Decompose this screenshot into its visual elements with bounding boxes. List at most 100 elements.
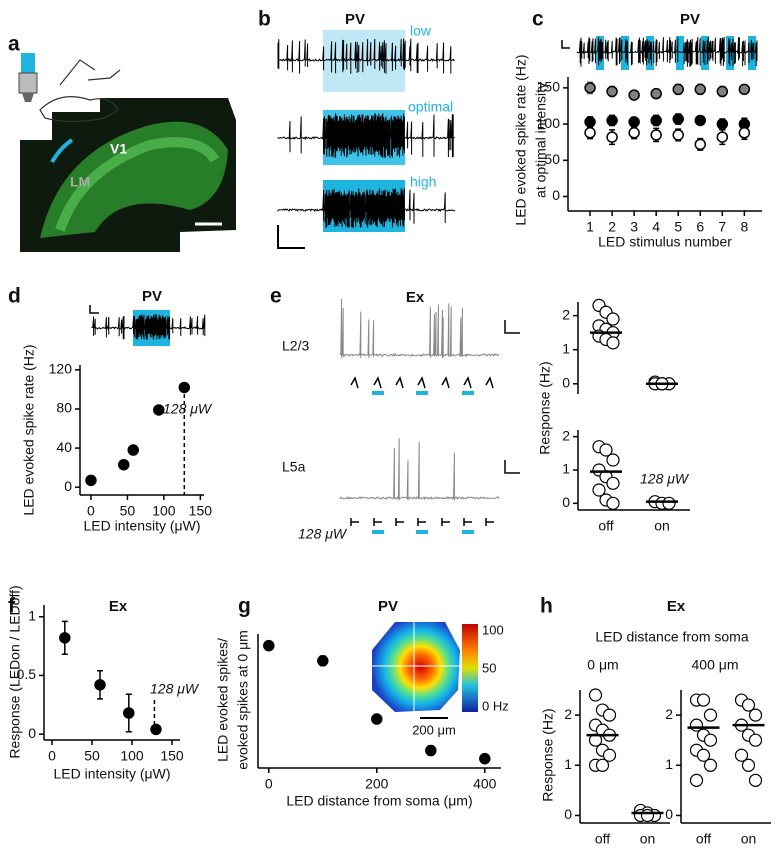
led-pulse xyxy=(646,36,654,70)
y-tick-label: 50 xyxy=(544,151,560,167)
point xyxy=(672,113,684,125)
y-tick-label: 0 xyxy=(552,187,560,203)
point xyxy=(602,708,617,722)
point xyxy=(606,131,618,143)
led-pulse xyxy=(372,530,384,534)
point xyxy=(85,474,97,487)
y-tick-label: 2 xyxy=(562,306,570,322)
stim-mark xyxy=(417,376,426,389)
panel-label: c xyxy=(532,8,544,31)
y-tick-label: 2 xyxy=(665,706,673,722)
point xyxy=(150,723,162,736)
y-axis-label: Response (LEDon / LEDoff) xyxy=(7,585,23,758)
panel-label: a xyxy=(8,33,20,56)
y-tick-label: 2 xyxy=(562,427,570,443)
label-lm: LM xyxy=(70,174,90,190)
x-tick-label: off xyxy=(598,518,613,534)
y-tick-label: 80 xyxy=(56,400,72,416)
b-optimal: optimal xyxy=(408,99,453,115)
e-l23: L2/3 xyxy=(282,338,309,354)
point xyxy=(694,138,707,151)
annotation: 128 μW xyxy=(640,471,690,487)
point xyxy=(628,89,640,101)
y-tick-label: 0 xyxy=(665,806,673,822)
point xyxy=(263,639,275,652)
x-tick-label: 8 xyxy=(740,219,748,235)
e-l5a: L5a xyxy=(282,459,306,475)
point xyxy=(696,748,711,762)
y-axis-label: LED evoked spike rate (Hz) xyxy=(21,344,37,515)
x-tick-label: on xyxy=(640,831,656,847)
point xyxy=(153,404,165,416)
x-tick-label: on xyxy=(741,831,757,847)
point xyxy=(672,129,684,141)
point xyxy=(741,758,756,772)
e-ylabel: Response (Hz) xyxy=(537,361,553,454)
panel-label: h xyxy=(540,595,553,618)
point xyxy=(592,483,606,497)
chart-title: Ex xyxy=(109,598,128,615)
x-tick-label: 6 xyxy=(696,219,704,235)
colorbar-label: 100 xyxy=(482,622,504,637)
point xyxy=(606,336,620,350)
y-axis-label: LED evoked spikes/ xyxy=(215,638,231,762)
point xyxy=(479,752,491,765)
point xyxy=(178,381,191,394)
point xyxy=(716,118,729,130)
y-axis-label: evoked spikes at 0 μm xyxy=(235,630,251,770)
h-title: Ex xyxy=(667,598,686,615)
led-pulse xyxy=(416,391,428,395)
x-tick-label: 4 xyxy=(652,219,660,235)
point xyxy=(628,116,640,128)
point xyxy=(703,708,718,722)
point xyxy=(599,443,613,457)
y-tick-label: 1 xyxy=(665,756,673,772)
point xyxy=(748,733,763,747)
point xyxy=(606,476,620,490)
panel-label: f xyxy=(8,595,16,618)
point xyxy=(371,713,383,725)
x-tick-label: 50 xyxy=(120,503,136,519)
point xyxy=(650,114,662,127)
stim-mark xyxy=(395,376,404,389)
x-axis-label: LED intensity (μW) xyxy=(54,766,171,782)
stim-mark xyxy=(350,376,359,389)
point xyxy=(696,693,711,707)
x-tick-label: on xyxy=(654,518,670,534)
point xyxy=(588,688,603,702)
y-axis-label: LED evoked spike rate (Hz) xyxy=(513,54,529,225)
scale-bar xyxy=(277,225,305,249)
point xyxy=(703,733,718,747)
trace xyxy=(277,38,456,74)
point xyxy=(689,773,704,787)
stim-mark xyxy=(350,518,359,526)
y-tick-label: 100 xyxy=(537,115,561,131)
brain-image xyxy=(18,53,236,252)
led-pulse xyxy=(462,530,474,534)
point xyxy=(584,82,596,94)
h-ylabel: Response (Hz) xyxy=(540,708,556,801)
chart-title: 400 μm xyxy=(692,657,739,673)
point xyxy=(694,114,707,127)
point xyxy=(748,773,763,787)
y-tick-label: 0 xyxy=(562,494,570,510)
point xyxy=(703,758,718,772)
x-tick-label: 0 xyxy=(87,503,95,519)
point xyxy=(602,748,617,762)
scale-bar xyxy=(89,40,570,314)
point xyxy=(748,708,763,722)
chart-title: 0 μm xyxy=(587,657,618,673)
stim-mark xyxy=(441,518,450,526)
b-title: PV xyxy=(345,11,365,28)
heatmap xyxy=(368,620,478,719)
point xyxy=(672,83,684,96)
point xyxy=(606,312,620,326)
x-tick-label: 1 xyxy=(586,219,594,235)
trace xyxy=(277,113,455,158)
stim-mark xyxy=(463,518,472,526)
point xyxy=(734,748,749,762)
x-tick-label: 0 xyxy=(48,748,56,764)
x-tick-label: 7 xyxy=(718,219,726,235)
led-pulse xyxy=(621,36,629,70)
